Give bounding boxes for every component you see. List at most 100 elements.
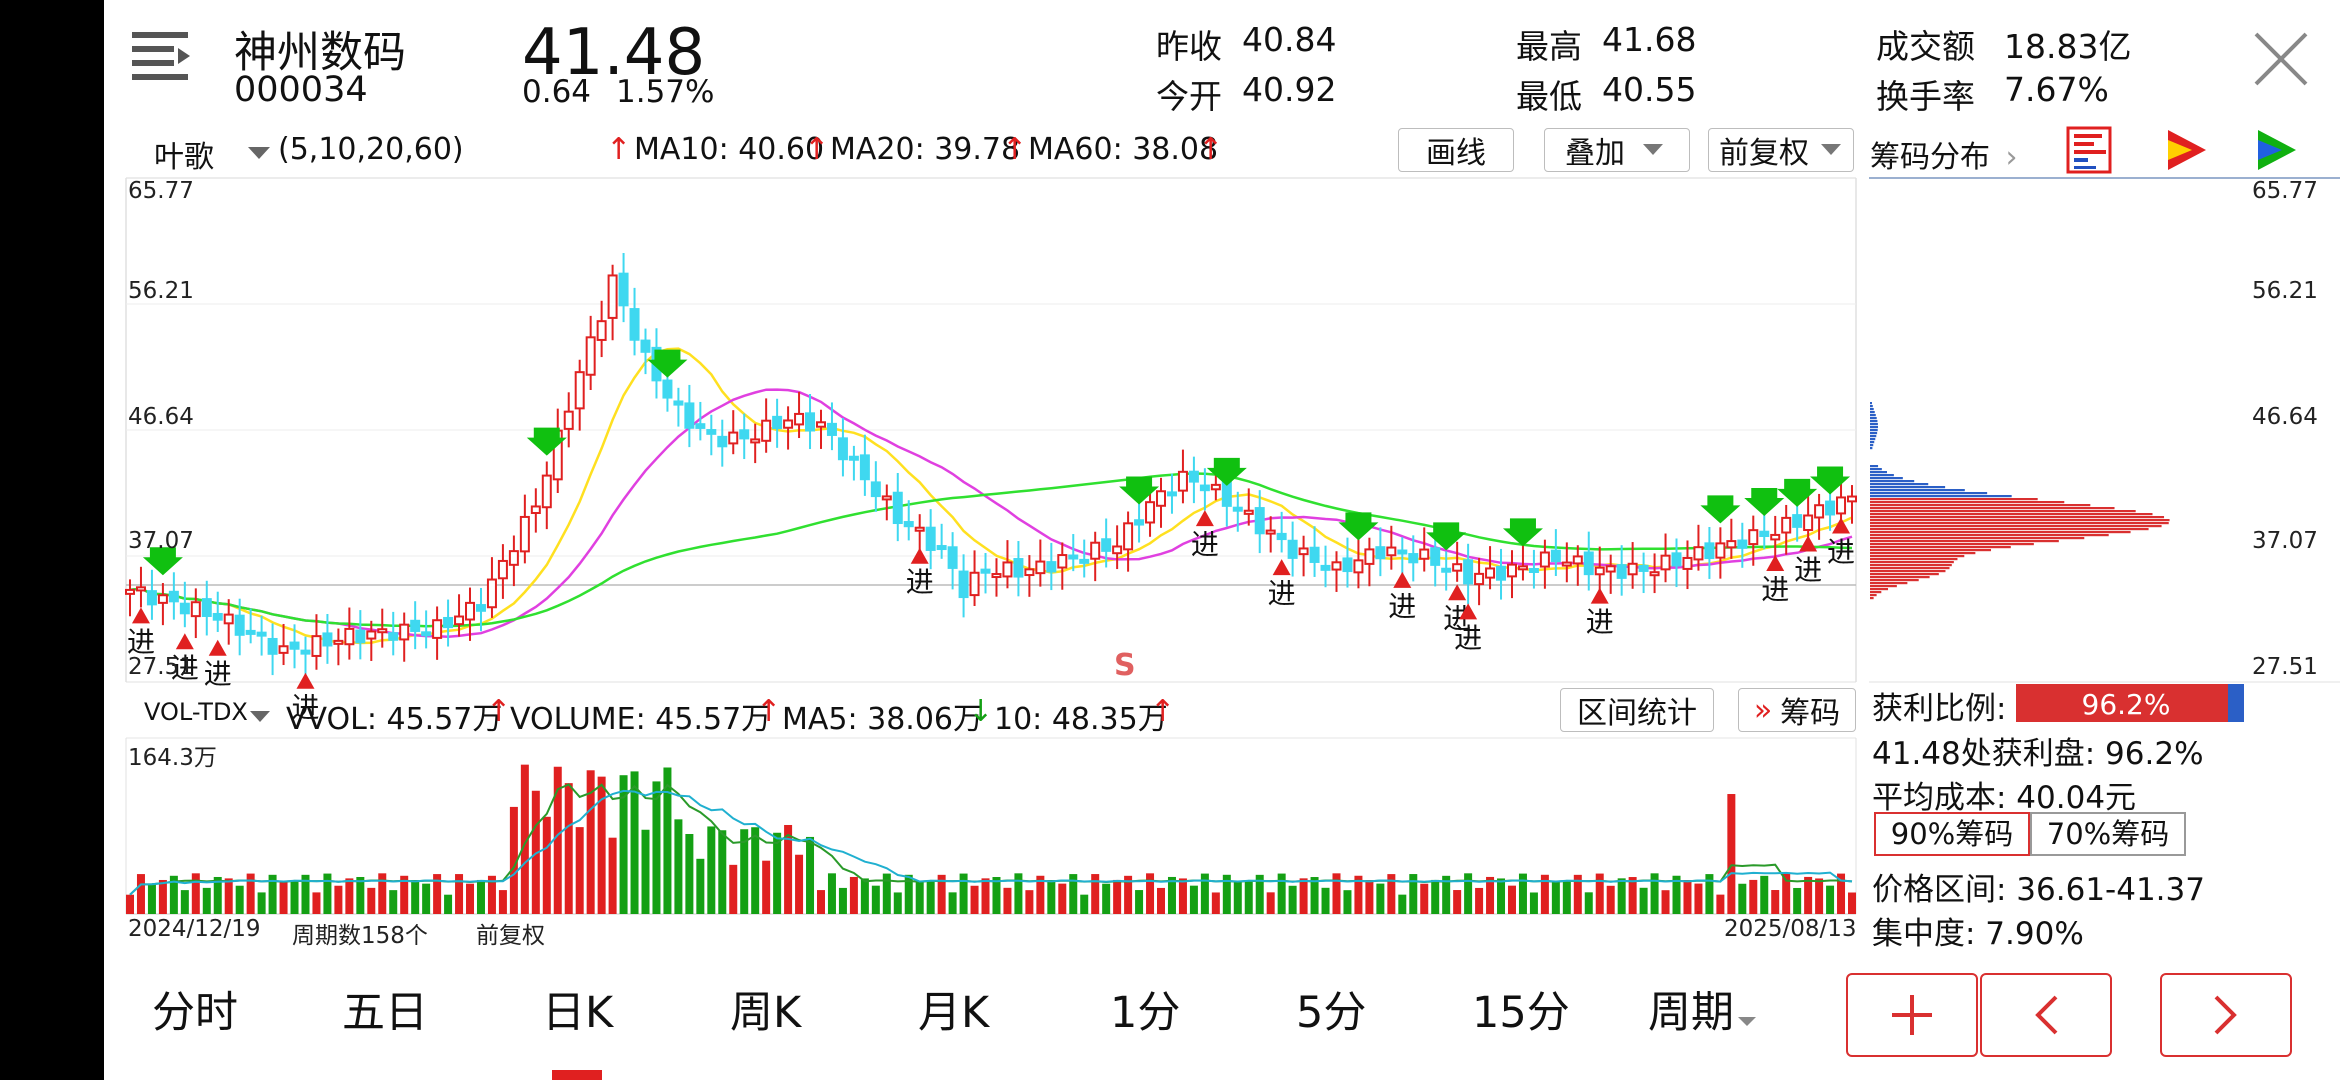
up-arrow-icon: ↑ [804,132,830,167]
indicator-selector[interactable]: 叶歌 [154,140,214,175]
tab-chip-90[interactable]: 90%筹码 [1874,812,2030,856]
candle-body [1057,554,1068,569]
stat-high-label: 最高 [1516,27,1582,66]
candle-body [574,371,585,410]
volume-bar [981,878,990,914]
volume-bar [904,874,913,914]
tab-daily-k[interactable]: 日K [542,988,614,1038]
tab-five-day[interactable]: 五日 [342,988,428,1038]
candle-body [1364,548,1375,565]
overlay-dropdown[interactable]: 叠加 [1544,128,1690,172]
tab-intraday[interactable]: 分时 [152,988,238,1038]
chip-bars-icon[interactable] [2066,126,2112,178]
ma20-value: MA20: 39.78 [830,132,1021,167]
prev-button[interactable] [1980,973,2112,1057]
candle-body [1243,509,1254,515]
buy-arrow-icon [208,639,227,656]
flag-green-icon[interactable] [2254,126,2300,178]
tab-15-min[interactable]: 15分 [1472,988,1570,1038]
tab-5-min[interactable]: 5分 [1296,988,1367,1038]
volume-bar [1058,883,1067,914]
candle-body [1638,564,1649,572]
sell-arrow-icon [1777,478,1818,507]
candle-body [223,613,234,625]
candle-body [399,623,410,641]
buy-arrow-icon [910,547,929,564]
candle-body [1320,564,1331,571]
chip-bar [1870,495,2012,498]
buy-signal-label: 进 [1191,528,1219,561]
volume-bar [937,874,946,914]
chevron-down-icon[interactable] [250,708,270,727]
volume-bar [169,875,178,914]
volume-bar [378,873,387,914]
draw-line-button[interactable]: 画线 [1398,128,1514,172]
candle-body [761,419,772,442]
tab-chip-70[interactable]: 70%筹码 [2030,812,2186,856]
volume-bar [224,878,233,914]
candle-body [640,339,651,353]
chip-bar [1870,432,1878,435]
axis-label-2-left: 56.21 [128,278,194,304]
candle-body [1276,532,1287,541]
range-stats-button[interactable]: 区间统计 [1560,688,1714,732]
buy-signal-label: 进 [204,658,232,691]
chips-button[interactable]: » 筹码 [1738,688,1856,732]
close-icon[interactable] [2252,30,2310,88]
volume-bar [1036,875,1045,914]
tab-monthly-k[interactable]: 月K [918,988,990,1038]
chevron-right-icon: › [2005,140,2018,175]
sell-arrow-icon [1502,518,1543,547]
chip-bar [1870,582,1908,585]
menu-icon[interactable] [132,30,190,80]
chip-bar [1870,585,1897,588]
candle-body [1101,538,1112,552]
volume-indicator-selector[interactable]: VOL-TDX [144,698,248,726]
volume-bar [1486,876,1495,914]
candle-body [1770,533,1781,541]
next-button[interactable] [2160,973,2292,1057]
period-count: 周期数158个 [292,923,428,949]
volume-bar [509,806,518,914]
volume-bar [992,877,1001,914]
chip-bar [1870,594,1877,597]
volume-bar [1672,875,1681,914]
tab-1-min[interactable]: 1分 [1110,988,1181,1038]
concentration: 集中度: 7.90% [1872,916,2084,952]
candle-body [662,379,673,399]
candle-body [234,614,245,636]
candlestick-chart[interactable]: 进进 进进进进进进进进 进进进进 [104,0,2340,1080]
chip-distribution-link[interactable]: 筹码分布 › [1870,132,2018,176]
candle-body [541,474,552,509]
volume-bar [1420,883,1429,914]
buy-signal-label: 进 [1761,573,1789,606]
candle-body [717,435,728,448]
candle-body [322,632,333,647]
candle-body [1660,554,1671,571]
add-button[interactable] [1846,973,1978,1057]
flag-red-icon[interactable] [2164,126,2210,178]
tab-weekly-k[interactable]: 周K [730,988,802,1038]
candle-body [783,419,794,429]
up-arrow-icon: ↑ [1002,132,1028,167]
candle-body [772,415,783,430]
volume-bar [1277,873,1286,914]
candle-body [1825,500,1836,516]
candle-body [1287,539,1298,559]
tab-period-dropdown[interactable]: 周期 [1648,978,1756,1040]
volume-bar [126,894,134,914]
buy-signal-label: 进 [1586,606,1614,639]
double-chevron-icon: » [1753,692,1773,728]
chip-bar [1870,417,1877,420]
start-date: 2024/12/19 [128,916,261,942]
volume-bar [630,771,639,914]
chip-bar [1870,597,1874,600]
chevron-down-icon[interactable] [248,146,270,165]
sell-arrow-icon [1426,522,1467,551]
candle-body [300,649,311,655]
adjust-dropdown[interactable]: 前复权 [1708,128,1854,172]
volume-bar [411,879,420,914]
volume-bar [1815,878,1824,914]
candle-body [596,320,607,341]
volume-bar [1826,885,1835,914]
